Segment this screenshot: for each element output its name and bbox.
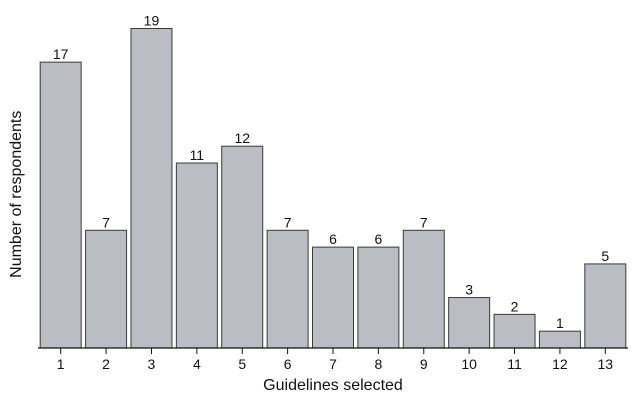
bar-7 bbox=[312, 246, 354, 349]
x-tick-label-8: 8 bbox=[374, 356, 382, 372]
x-tick-label-13: 13 bbox=[598, 356, 614, 372]
bar-3 bbox=[130, 28, 173, 349]
bar-2 bbox=[85, 229, 128, 349]
bars-group bbox=[39, 28, 627, 349]
bar-6 bbox=[266, 229, 309, 349]
bar-12 bbox=[538, 330, 581, 349]
x-tick-label-11: 11 bbox=[507, 356, 522, 372]
bar-5 bbox=[221, 145, 264, 349]
x-axis-label: Guidelines selected bbox=[263, 377, 403, 394]
data-label-11: 2 bbox=[511, 298, 519, 314]
data-label-4: 11 bbox=[190, 147, 205, 163]
data-label-8: 6 bbox=[374, 231, 382, 247]
data-label-6: 7 bbox=[284, 214, 292, 230]
x-tick-label-7: 7 bbox=[329, 356, 337, 372]
data-labels-group: 17 7 19 11 12 7 6 6 7 3 2 1 5 bbox=[53, 13, 610, 332]
bar-1 bbox=[39, 61, 82, 349]
x-tick-label-5: 5 bbox=[238, 356, 246, 372]
x-ticks-group: 1 2 3 4 5 6 7 8 9 10 11 12 13 bbox=[57, 348, 614, 372]
bar-8 bbox=[357, 246, 400, 349]
x-tick-label-12: 12 bbox=[552, 356, 568, 372]
bar-13 bbox=[584, 263, 627, 349]
bar-4 bbox=[175, 162, 218, 349]
data-label-7: 6 bbox=[329, 231, 337, 247]
data-label-13: 5 bbox=[601, 248, 609, 264]
data-label-2: 7 bbox=[102, 214, 110, 230]
data-label-9: 7 bbox=[420, 214, 428, 230]
data-label-3: 19 bbox=[144, 13, 160, 29]
x-tick-label-2: 2 bbox=[102, 356, 110, 372]
x-tick-label-9: 9 bbox=[420, 356, 428, 372]
bar-9 bbox=[402, 229, 445, 349]
x-tick-label-10: 10 bbox=[461, 356, 477, 372]
data-label-1: 17 bbox=[53, 46, 69, 62]
y-axis-label: Number of respondents bbox=[8, 111, 25, 278]
x-tick-label-1: 1 bbox=[57, 356, 65, 372]
x-tick-label-4: 4 bbox=[193, 356, 201, 372]
bar-11 bbox=[493, 313, 536, 349]
data-label-5: 12 bbox=[234, 130, 250, 146]
bar-10 bbox=[448, 297, 491, 349]
x-tick-label-6: 6 bbox=[284, 356, 292, 372]
data-label-10: 3 bbox=[465, 282, 473, 298]
data-label-12: 1 bbox=[556, 315, 564, 331]
x-tick-label-3: 3 bbox=[148, 356, 156, 372]
